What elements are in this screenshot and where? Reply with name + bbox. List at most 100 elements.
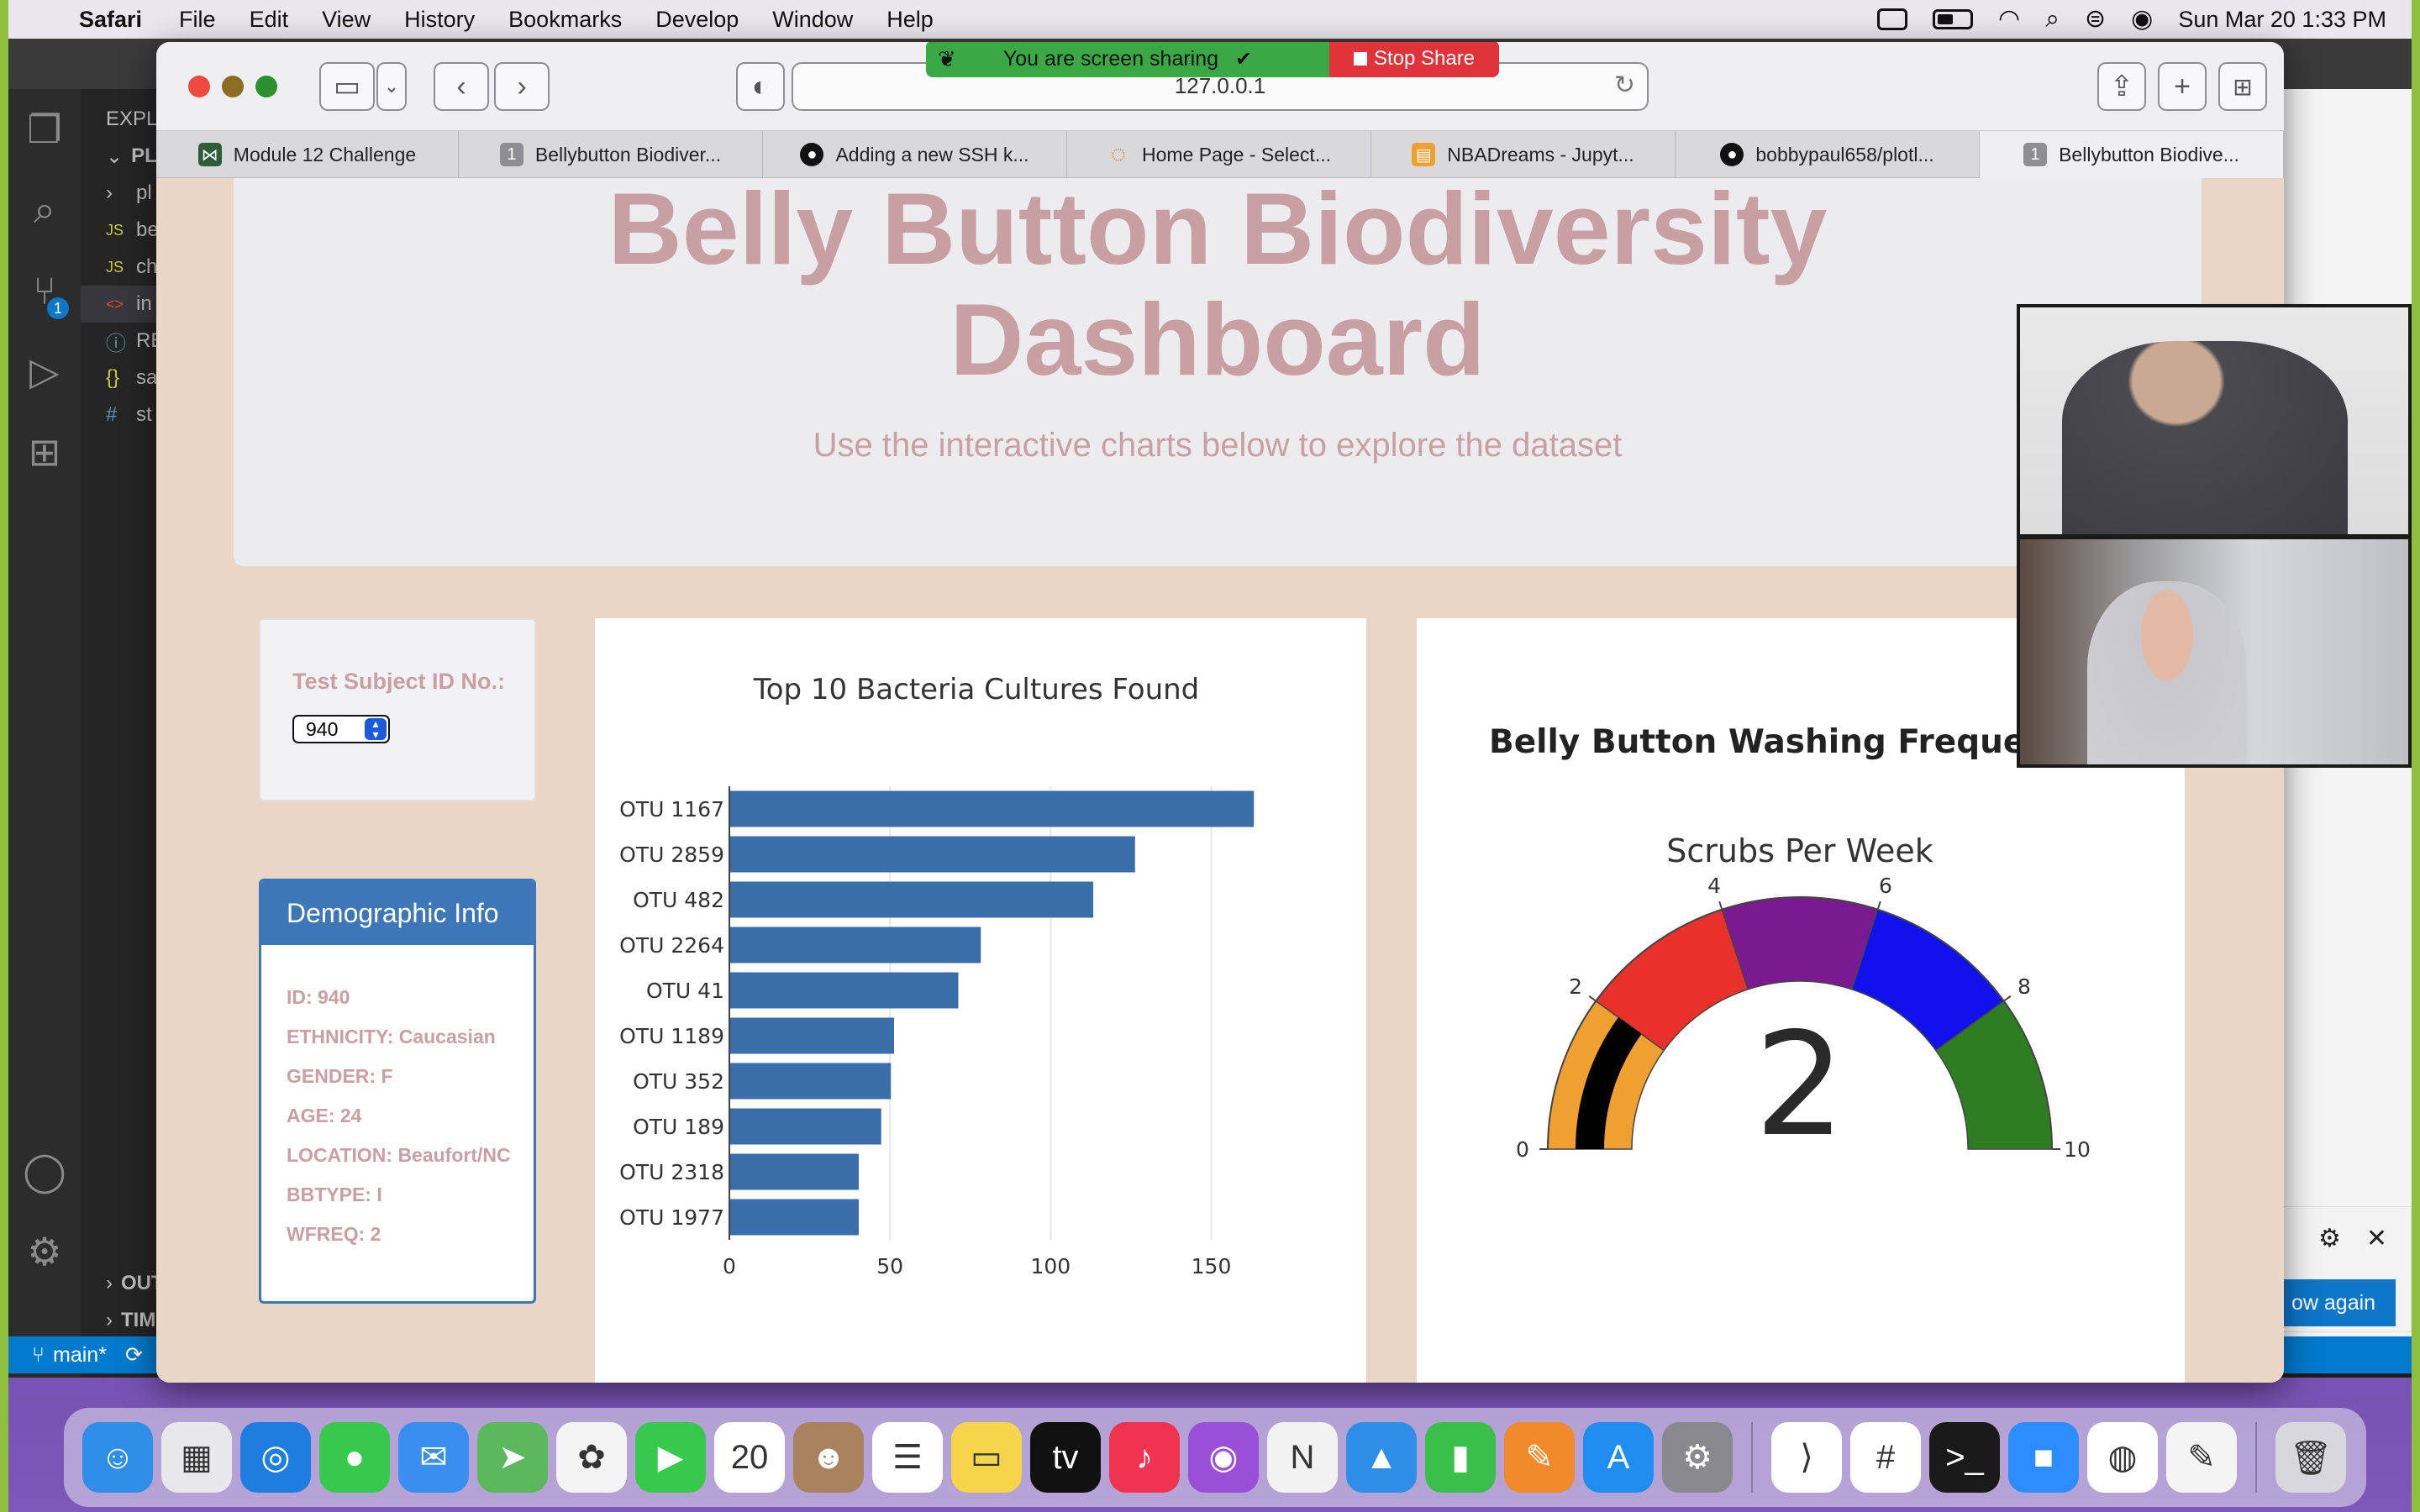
dock-launchpad-icon[interactable]: ▦ xyxy=(161,1422,232,1493)
spotlight-search-icon[interactable]: ⌕ xyxy=(2045,5,2060,33)
dock-contacts-icon[interactable]: ☻ xyxy=(793,1422,864,1493)
dock-calendar-icon[interactable]: 20 xyxy=(714,1422,785,1493)
dock-mail-icon[interactable]: ✉ xyxy=(398,1422,469,1493)
forward-arrow-icon[interactable]: › xyxy=(494,62,550,111)
bar[interactable] xyxy=(730,790,1255,827)
sidebar-toggle-icon[interactable]: ▭ xyxy=(319,62,375,111)
dock-keynote-icon[interactable]: ▲ xyxy=(1346,1422,1417,1493)
stop-share-label: Stop Share xyxy=(1373,47,1476,70)
outline-section[interactable]: › OUT xyxy=(106,1272,164,1294)
dock-chrome-icon[interactable]: ◍ xyxy=(2087,1422,2158,1493)
explorer-file-6[interactable]: {} sa xyxy=(106,366,158,389)
dock-numbers-icon[interactable]: ▮ xyxy=(1425,1422,1496,1493)
bar[interactable] xyxy=(730,836,1135,873)
privacy-shield-icon[interactable]: ◐ xyxy=(736,62,785,111)
dock-terminal-icon[interactable]: >_ xyxy=(1929,1422,2000,1493)
stop-share-button[interactable]: Stop Share xyxy=(1329,42,1499,77)
dock-photos-icon[interactable]: ✿ xyxy=(556,1422,627,1493)
jupyter-icon: ◌ xyxy=(1111,140,1126,168)
zoom-status-icon[interactable] xyxy=(1877,8,1908,30)
new-tab-plus-icon[interactable]: + xyxy=(2158,62,2207,111)
dock-reminders-icon[interactable]: ☰ xyxy=(872,1422,943,1493)
dock-system-preferences-icon[interactable]: ⚙ xyxy=(1662,1422,1733,1493)
bar[interactable] xyxy=(730,1153,859,1190)
wifi-icon[interactable]: ◠ xyxy=(1998,5,2021,33)
dock-app-store-icon[interactable]: A xyxy=(1583,1422,1654,1493)
bar[interactable] xyxy=(730,1017,894,1054)
back-arrow-icon[interactable]: ‹ xyxy=(434,62,489,111)
battery-icon[interactable] xyxy=(1933,9,1974,29)
dock-messages-icon[interactable]: ● xyxy=(319,1422,390,1493)
run-debug-icon[interactable]: ▷ xyxy=(29,349,60,393)
settings-gear-icon[interactable]: ⚙ xyxy=(27,1230,62,1273)
bar[interactable] xyxy=(730,1199,859,1236)
dock-trash-icon[interactable]: 🗑 xyxy=(2275,1422,2346,1493)
sync-icon[interactable]: ⟳ xyxy=(124,1343,143,1367)
tab-nbadreams[interactable]: ▤ NBADreams - Jupyt... xyxy=(1371,131,1676,178)
notebook-icon: ▤ xyxy=(1412,143,1436,166)
explorer-file-7[interactable]: # st xyxy=(106,403,152,426)
search-icon[interactable]: ⌕ xyxy=(34,187,55,231)
menu-app-name[interactable]: Safari xyxy=(79,6,143,32)
tab-home-page[interactable]: ◌ Home Page - Select... xyxy=(1067,131,1371,178)
dock-zoom-icon[interactable]: ■ xyxy=(2008,1422,2079,1493)
dock-pages-icon[interactable]: ✎ xyxy=(1504,1422,1575,1493)
notification-action-button[interactable]: ow again xyxy=(2278,1279,2396,1326)
menu-bar-clock[interactable]: Sun Mar 20 1:33 PM xyxy=(2178,6,2386,32)
bar[interactable] xyxy=(730,1063,892,1100)
dock-slack-icon[interactable]: # xyxy=(1850,1422,1921,1493)
share-icon[interactable]: ⇪ xyxy=(2097,62,2146,111)
dock-maps-icon[interactable]: ➤ xyxy=(477,1422,548,1493)
extensions-icon[interactable]: ⊞ xyxy=(28,430,61,474)
menu-edit[interactable]: Edit xyxy=(249,6,289,32)
dock-finder-icon[interactable]: ☺ xyxy=(82,1422,153,1493)
tab-github-ssh[interactable]: ● Adding a new SSH k... xyxy=(763,131,1067,178)
menu-view[interactable]: View xyxy=(322,6,371,32)
bar-chart[interactable]: Top 10 Bacteria Cultures Found 0 50 100 150… xyxy=(595,618,1366,1383)
explorer-file-3[interactable]: JS ch xyxy=(106,255,158,278)
chevron-down-icon[interactable]: ⌄ xyxy=(376,62,407,111)
menu-window[interactable]: Window xyxy=(772,6,854,32)
explorer-file-2[interactable]: JS be xyxy=(106,218,159,241)
tab-github-plotly[interactable]: ● bobbypaul658/plotl... xyxy=(1676,131,1980,178)
bar[interactable] xyxy=(730,972,959,1009)
source-control-icon[interactable]: ⑂ 1 xyxy=(8,250,81,331)
menu-history[interactable]: History xyxy=(404,6,476,32)
zoom-window-button[interactable] xyxy=(255,76,277,97)
dock-podcasts-icon[interactable]: ◉ xyxy=(1188,1422,1259,1493)
bar[interactable] xyxy=(730,1108,881,1145)
dock-facetime-icon[interactable]: ▶ xyxy=(635,1422,706,1493)
dock-vscode-icon[interactable]: ⟩ xyxy=(1771,1422,1842,1493)
dock-safari-icon[interactable]: ◎ xyxy=(240,1422,311,1493)
menu-file[interactable]: File xyxy=(179,6,216,32)
dock-notes-icon[interactable]: ▭ xyxy=(951,1422,1022,1493)
gear-icon[interactable]: ⚙ xyxy=(2318,1225,2341,1252)
gauge-chart[interactable]: Belly Button Washing Frequency Scrubs Pe… xyxy=(1417,618,2185,1383)
git-branch[interactable]: main* xyxy=(53,1342,107,1367)
video-tile-participant-1[interactable] xyxy=(2017,304,2412,538)
bar[interactable] xyxy=(730,881,1094,918)
explorer-icon[interactable]: ❐ xyxy=(27,108,62,151)
tab-module-12[interactable]: ⋈ Module 12 Challenge xyxy=(156,131,459,178)
reload-icon[interactable]: ↻ xyxy=(1613,71,1635,99)
explorer-file-1[interactable]: › pl xyxy=(106,181,152,204)
menu-develop[interactable]: Develop xyxy=(655,6,739,32)
close-icon[interactable]: ✕ xyxy=(2365,1225,2387,1252)
tab-overview-icon[interactable]: ⊞ xyxy=(2218,62,2267,111)
menu-help[interactable]: Help xyxy=(886,6,934,32)
tab-bellybutton-active[interactable]: 1 Bellybutton Biodive... xyxy=(1980,131,2284,178)
minimize-window-button[interactable] xyxy=(222,76,244,97)
accounts-icon[interactable]: ◯ xyxy=(23,1149,66,1193)
tab-bellybutton-1[interactable]: 1 Bellybutton Biodiver... xyxy=(459,131,763,178)
dock-music-icon[interactable]: ♪ xyxy=(1109,1422,1180,1493)
dock-tv-icon[interactable]: tv xyxy=(1030,1422,1101,1493)
close-window-button[interactable] xyxy=(188,76,210,97)
video-tile-participant-2[interactable] xyxy=(2017,536,2412,768)
subject-id-select[interactable]: 940 ▴ ▾ xyxy=(292,715,390,743)
menu-bookmarks[interactable]: Bookmarks xyxy=(508,6,623,32)
control-center-icon[interactable]: ⊜ xyxy=(2085,5,2107,33)
dock-textedit-icon[interactable]: ✎ xyxy=(2166,1422,2237,1493)
bar[interactable] xyxy=(730,927,981,963)
siri-icon[interactable]: ◉ xyxy=(2131,5,2154,33)
dock-news-icon[interactable]: N xyxy=(1267,1422,1338,1493)
